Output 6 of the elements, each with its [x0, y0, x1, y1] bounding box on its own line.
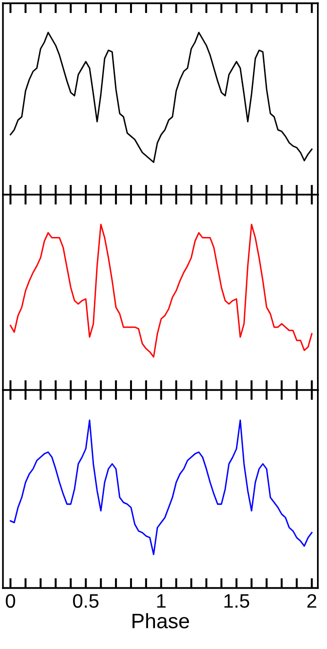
x-tick-label: 2 — [307, 594, 316, 608]
x-tick-label: 0.5 — [73, 594, 99, 608]
x-axis-title: Phase — [132, 613, 190, 628]
x-tick-label: 1.5 — [224, 594, 250, 608]
x-tick-label: 0 — [6, 594, 16, 608]
x-tick-label: 1 — [157, 594, 166, 608]
